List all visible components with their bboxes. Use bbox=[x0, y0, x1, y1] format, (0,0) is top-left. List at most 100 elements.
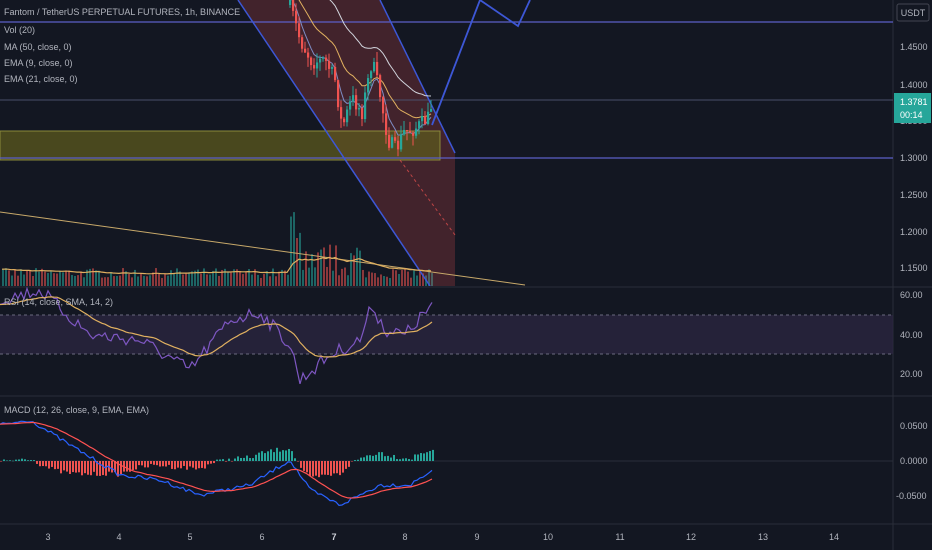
volume-bar bbox=[38, 271, 40, 286]
histogram-bar bbox=[372, 455, 374, 461]
histogram-bar bbox=[303, 461, 305, 471]
candle-body bbox=[409, 131, 412, 133]
ma50-legend[interactable]: MA (50, close, 0) bbox=[4, 42, 72, 52]
rsi-pane[interactable] bbox=[0, 286, 893, 385]
time-label: 8 bbox=[402, 532, 407, 542]
volume-bar bbox=[170, 270, 172, 286]
histogram-bar bbox=[102, 461, 104, 476]
histogram-bar bbox=[234, 458, 236, 461]
histogram-bar bbox=[228, 458, 230, 461]
volume-bar bbox=[104, 277, 106, 286]
histogram-bar bbox=[27, 460, 29, 461]
price-tick: 1.4000 bbox=[900, 80, 928, 90]
volume-bar bbox=[401, 270, 403, 286]
histogram-bar bbox=[294, 458, 296, 461]
time-label: 14 bbox=[829, 532, 839, 542]
volume-bar bbox=[197, 269, 199, 286]
histogram-bar bbox=[279, 451, 281, 461]
candle-body bbox=[367, 78, 370, 93]
candle-body bbox=[370, 71, 373, 79]
main-chart-pane[interactable] bbox=[0, 0, 893, 286]
histogram-bar bbox=[219, 459, 221, 461]
histogram-bar bbox=[9, 460, 11, 461]
volume-bar bbox=[317, 252, 319, 286]
rsi-axis[interactable]: 60.00 40.00 20.00 bbox=[900, 290, 923, 379]
volume-bar bbox=[83, 277, 85, 286]
volume-bar bbox=[191, 271, 193, 286]
histogram-bar bbox=[243, 457, 245, 461]
volume-bar bbox=[41, 268, 43, 286]
histogram-bar bbox=[411, 459, 413, 461]
histogram-bar bbox=[204, 461, 206, 469]
histogram-bar bbox=[252, 458, 254, 461]
volume-bar bbox=[53, 273, 55, 286]
volume-bar bbox=[71, 275, 73, 286]
volume-bar bbox=[5, 268, 7, 286]
time-axis[interactable]: 3 4 5 6 7 8 9 10 11 12 13 14 bbox=[45, 532, 839, 542]
rsi-legend[interactable]: RSI (14, close, SMA, 14, 2) bbox=[4, 297, 114, 307]
volume-bar bbox=[50, 270, 52, 286]
currency-box[interactable] bbox=[896, 3, 930, 22]
volume-bar bbox=[410, 277, 412, 286]
candle-body bbox=[376, 61, 379, 76]
histogram-bar bbox=[351, 461, 353, 462]
histogram-bar bbox=[246, 455, 248, 461]
volume-bar bbox=[2, 269, 4, 286]
volume-bar bbox=[125, 271, 127, 286]
histogram-bar bbox=[105, 461, 107, 476]
currency-label: USDT bbox=[901, 8, 926, 18]
volume-bar bbox=[305, 251, 307, 286]
ema9-legend[interactable]: EMA (9, close, 0) bbox=[4, 58, 73, 68]
histogram-bar bbox=[312, 461, 314, 477]
histogram-bar bbox=[165, 461, 167, 467]
volume-bar bbox=[248, 269, 250, 286]
volume-bar bbox=[218, 275, 220, 286]
histogram-bar bbox=[168, 461, 170, 465]
histogram-bar bbox=[336, 461, 338, 474]
volume-bar bbox=[26, 270, 28, 286]
candles[interactable] bbox=[289, 0, 433, 157]
volume-bar bbox=[260, 277, 262, 286]
macd-pane[interactable] bbox=[0, 420, 893, 507]
volume-bar bbox=[116, 275, 118, 286]
symbol-title[interactable]: Fantom / TetherUS PERPETUAL FUTURES, 1h,… bbox=[4, 7, 241, 17]
volume-bar bbox=[80, 271, 82, 286]
histogram-bar bbox=[66, 461, 68, 472]
volume-bar bbox=[320, 249, 322, 286]
candle-body bbox=[400, 134, 403, 150]
histogram-bar bbox=[315, 461, 317, 476]
macd-legend[interactable]: MACD (12, 26, close, 9, EMA, EMA) bbox=[4, 405, 150, 415]
histogram-bar bbox=[210, 461, 212, 464]
histogram-bar bbox=[99, 461, 101, 476]
macd-axis[interactable]: 0.0500 0.0000 -0.0500 bbox=[896, 421, 928, 501]
histogram-bar bbox=[90, 461, 92, 476]
volume-bar bbox=[56, 273, 58, 286]
current-price: 1.3781 bbox=[900, 97, 928, 107]
histogram-bar bbox=[216, 459, 218, 461]
volume-bar bbox=[77, 275, 79, 286]
volume-bar bbox=[323, 247, 325, 286]
candle-body bbox=[292, 0, 295, 11]
histogram-bar bbox=[81, 461, 83, 476]
volume-bar bbox=[296, 238, 298, 286]
histogram-bar bbox=[30, 459, 32, 461]
ema21-legend[interactable]: EMA (21, close, 0) bbox=[4, 74, 78, 84]
price-axis[interactable]: USDT 1.4500 1.4000 1.3500 1.3000 1.2500 … bbox=[894, 3, 931, 273]
histogram-bar bbox=[276, 447, 278, 461]
price-tick: 1.1500 bbox=[900, 263, 928, 273]
histogram-bar bbox=[387, 455, 389, 461]
histogram-bar bbox=[177, 461, 179, 468]
histogram-bar bbox=[417, 454, 419, 461]
histogram-bar bbox=[213, 461, 215, 464]
volume-bar bbox=[404, 268, 406, 286]
volume-bar bbox=[11, 275, 13, 286]
volume-bar bbox=[161, 277, 163, 286]
channel-lower-line bbox=[237, 0, 431, 286]
volume-bar bbox=[230, 272, 232, 286]
histogram-bar bbox=[309, 461, 311, 477]
histogram-bar bbox=[180, 461, 182, 469]
histogram-bar bbox=[201, 461, 203, 468]
volume-legend[interactable]: Vol (20) bbox=[4, 25, 36, 35]
volume-bar bbox=[329, 244, 331, 286]
